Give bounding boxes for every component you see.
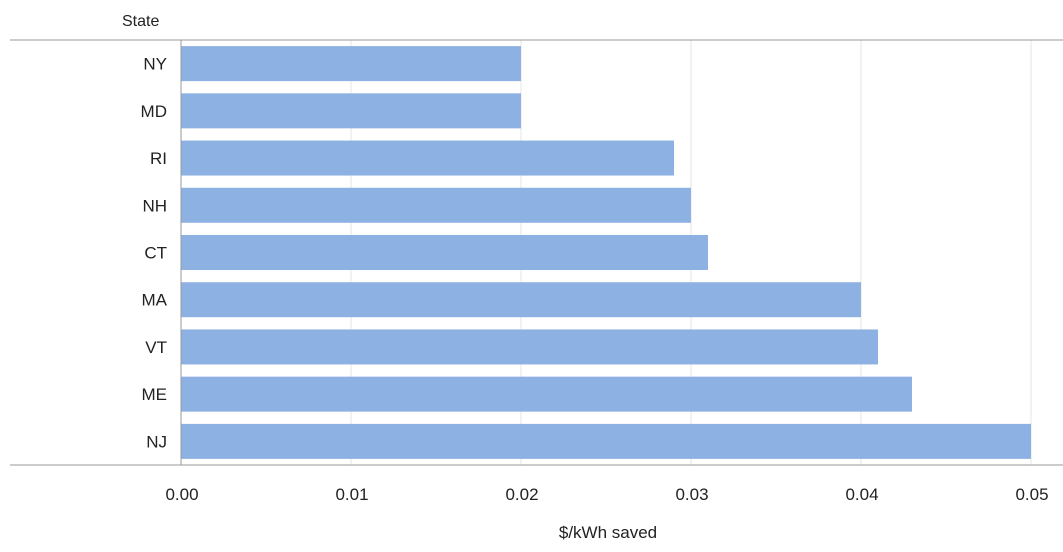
y-tick-label: MD: [141, 102, 167, 121]
y-tick-label: NH: [142, 196, 167, 215]
x-tick-label: 0.04: [845, 485, 878, 504]
bar-nh: [181, 187, 691, 223]
bars-layer: [181, 46, 1031, 459]
y-axis-labels: NY MD RI NH CT MA VT ME NJ: [141, 55, 168, 452]
bar-ri: [181, 140, 674, 176]
x-axis-title: $/kWh saved: [559, 523, 657, 542]
y-tick-label: NJ: [146, 432, 167, 451]
y-tick-label: VT: [145, 338, 167, 357]
bar-md: [181, 93, 521, 129]
bar-nj: [181, 423, 1031, 459]
bar-ct: [181, 235, 708, 270]
y-axis-title: State: [122, 13, 159, 30]
bar-ma: [181, 282, 861, 318]
y-tick-label: ME: [142, 385, 168, 404]
bar-me: [181, 376, 912, 412]
y-tick-label: CT: [144, 244, 167, 263]
x-tick-label: 0.05: [1015, 485, 1048, 504]
x-tick-label: 0.02: [505, 485, 538, 504]
bar-ny: [181, 46, 521, 82]
y-tick-label: MA: [142, 291, 168, 310]
x-tick-label: 0.01: [335, 485, 368, 504]
x-tick-label: 0.03: [675, 485, 708, 504]
bar-vt: [181, 329, 878, 365]
x-axis-labels: 0.00 0.01 0.02 0.03 0.04 0.05: [165, 485, 1048, 504]
x-tick-label: 0.00: [165, 485, 198, 504]
y-tick-label: RI: [150, 149, 167, 168]
y-tick-label: NY: [143, 55, 167, 74]
